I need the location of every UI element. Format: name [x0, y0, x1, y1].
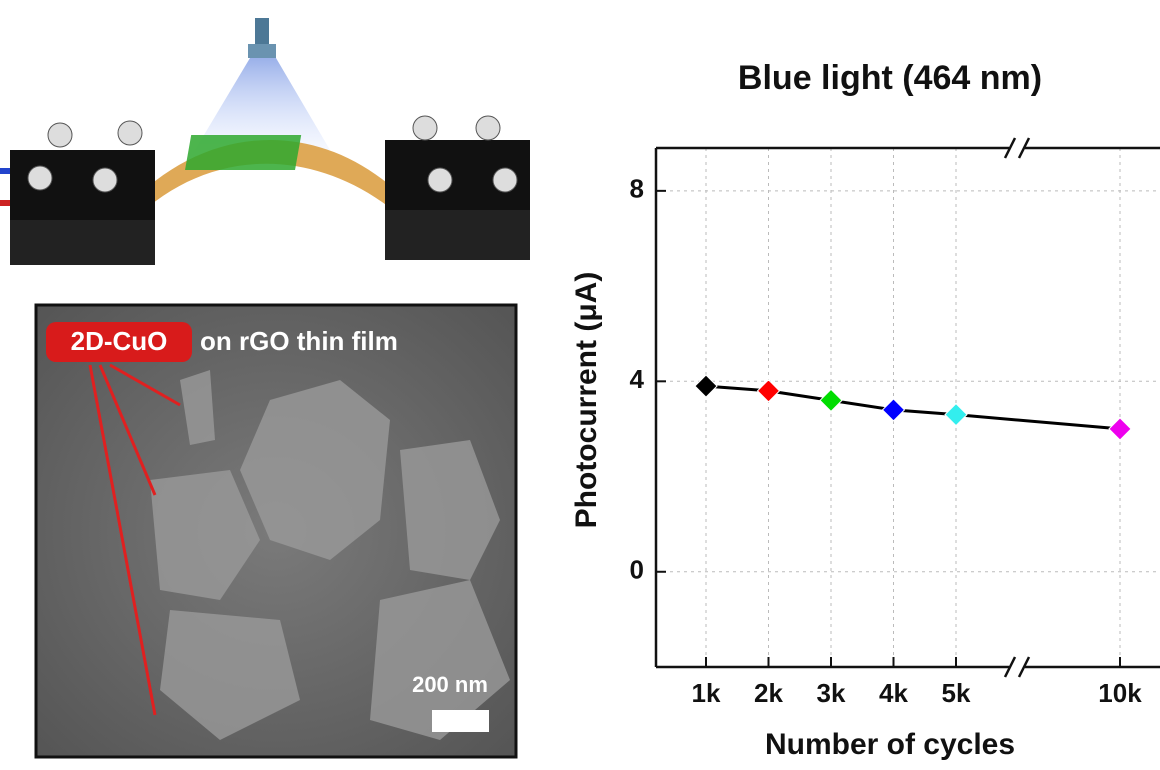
axis-break [1017, 137, 1031, 159]
x-tick-label: 2k [754, 678, 783, 708]
data-point [694, 374, 718, 398]
y-tick-label: 4 [630, 364, 645, 394]
axis-break [1017, 656, 1031, 678]
x-axis-label: Number of cycles [765, 728, 1015, 761]
data-point [881, 398, 906, 422]
x-tick-label: 1k [692, 678, 721, 708]
device-illustration [0, 18, 530, 265]
sem-label: on rGO thin film [200, 326, 398, 356]
axis-break [1003, 656, 1017, 678]
x-tick-label: 3k [817, 678, 846, 708]
axis-break [1003, 137, 1017, 159]
chart-title: Blue light (464 nm) [738, 59, 1042, 97]
data-point [756, 379, 781, 403]
y-tick-label: 0 [630, 555, 644, 585]
sem-image: 2D-CuO on rGO thin film 200 nm [34, 303, 518, 759]
x-tick-label: 4k [879, 678, 908, 708]
y-tick-label: 8 [630, 174, 644, 204]
sem-highlight-label: 2D-CuO [71, 326, 168, 356]
x-tick-label: 10k [1098, 678, 1142, 708]
y-axis-label: Photocurrent (μA) [570, 272, 603, 529]
data-point [944, 402, 968, 427]
data-point [819, 388, 843, 413]
scale-bar-label: 200 nm [412, 672, 488, 697]
data-point [1108, 417, 1132, 441]
x-tick-label: 5k [942, 678, 971, 708]
